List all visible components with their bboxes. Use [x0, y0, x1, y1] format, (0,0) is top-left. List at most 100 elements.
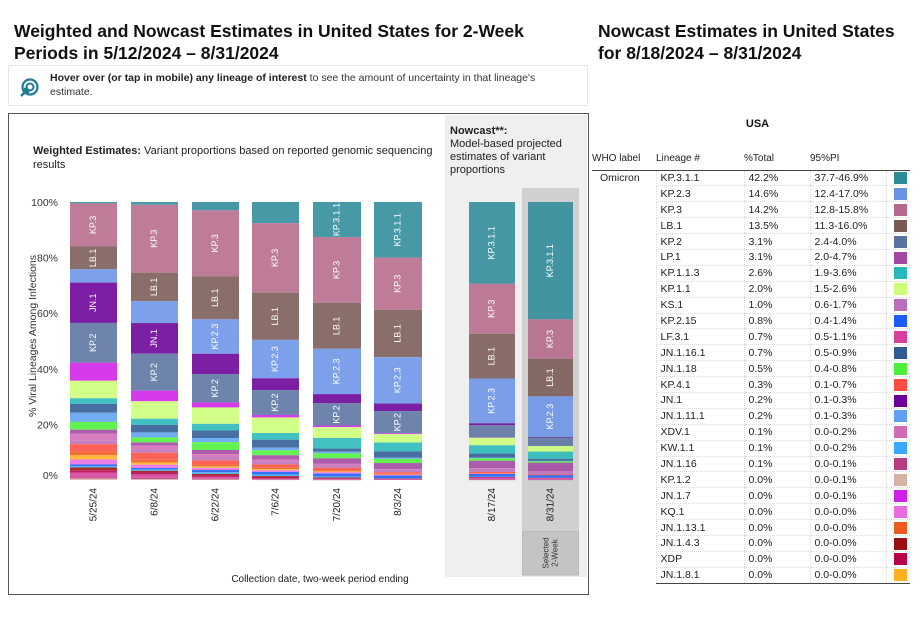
- table-row[interactable]: LP.1 3.1% 2.0-4.7%: [592, 249, 910, 266]
- bar-segment-jn-1-16[interactable]: JN.1.16 6/8/24: [131, 477, 178, 480]
- bar-segment-jn-1-7[interactable]: JN.1.7 6/22/24: [192, 402, 239, 408]
- bar-segment-jn-1-11-1[interactable]: JN.1.11.1 7/20/24: [313, 451, 361, 454]
- table-row[interactable]: KP.1.1 2.0% 1.5-2.6%: [592, 281, 910, 298]
- bar-segment-lp-1[interactable]: LP.1 6/8/24: [131, 442, 178, 446]
- bar-segment-ks-1[interactable]: KS.1 7/20/24: [313, 465, 361, 468]
- bar-segment-kw-1-1[interactable]: KW.1.1 5/25/24: [70, 466, 117, 468]
- bar-segment-ks-1[interactable]: KS.1 7/6/24: [252, 461, 299, 465]
- bar-segment-kp-2-3[interactable]: KP.2.3 5/25/24: [70, 269, 117, 283]
- bar-segment-kp-2[interactable]: KP.2 8/31/24: [528, 437, 573, 447]
- bar-segment-jn-1-11-1[interactable]: JN.1.11.1 8/17/24: [469, 457, 515, 459]
- bar-segment-jn-1-11-1[interactable]: JN.1.11.1 5/25/24: [70, 412, 117, 422]
- selected-2-week-button[interactable]: [522, 531, 579, 575]
- bar-segment-lp-1[interactable]: LP.1 8/31/24: [528, 462, 573, 472]
- bar-segment-xdv-1[interactable]: XDV.1 5/25/24: [70, 433, 117, 441]
- table-row[interactable]: XDV.1 0.1% 0.0-0.2%: [592, 424, 910, 441]
- bar-segment-jn-1-8-1[interactable]: JN.1.8.1 6/8/24: [131, 462, 178, 465]
- bar-segment-jn-1-16-1[interactable]: JN.1.16.1 5/25/24: [70, 403, 117, 413]
- bar-segment-jn-1-4-3[interactable]: JN.1.4.3 7/20/24: [313, 477, 361, 479]
- bar-segment-kp-2-15[interactable]: KP.2.15 8/17/24: [469, 474, 515, 477]
- bar-segment-lb-1[interactable]: LB.1 6/22/24: [192, 276, 239, 320]
- bar-segment-lf-3-1[interactable]: LF.3.1 7/6/24: [252, 478, 299, 480]
- bar-segment-kp-2[interactable]: KP.2 8/3/24: [374, 411, 422, 434]
- bar-segment-kp-1-1-3[interactable]: KP.1.1.3 7/20/24: [313, 438, 361, 449]
- bar-segment-kp-4-1[interactable]: KP.4.1 8/17/24: [469, 471, 515, 474]
- bar-segment-kp-2-3[interactable]: KP.2.3 8/3/24: [374, 357, 422, 404]
- bar-segment-jn-1-8-1[interactable]: JN.1.8.1 7/6/24: [252, 469, 299, 471]
- table-row[interactable]: KP.2 3.1% 2.4-4.0%: [592, 233, 910, 250]
- bar-segment-kw-1-1[interactable]: KW.1.1 8/3/24: [374, 478, 422, 479]
- bar-segment-kp-3[interactable]: KP.3 7/6/24: [252, 223, 299, 293]
- table-row[interactable]: KQ.1 0.0% 0.0-0.0%: [592, 503, 910, 521]
- bar-segment-ks-1[interactable]: KS.1 6/8/24: [131, 449, 178, 453]
- table-row[interactable]: JN.1.4.3 0.0% 0.0-0.0%: [592, 535, 910, 552]
- bar-segment-kp-2[interactable]: KP.2 6/8/24: [131, 353, 178, 391]
- bar-segment-kq-1[interactable]: KQ.1 7/20/24: [313, 472, 361, 474]
- bar-segment-kp-2-15[interactable]: KP.2.15 7/20/24: [313, 473, 361, 477]
- bar-segment-kp-3[interactable]: KP.3 8/3/24: [374, 257, 422, 310]
- bar-segment-kp-1-1-3[interactable]: KP.1.1.3 8/31/24: [528, 451, 573, 459]
- table-row[interactable]: JN.1.18 0.5% 0.4-0.8%: [592, 360, 910, 378]
- bar-segment-jn-1-18[interactable]: JN.1.18 8/3/24: [374, 458, 422, 464]
- bar-segment-jn-1-16-1[interactable]: JN.1.16.1 7/20/24: [313, 448, 361, 452]
- bar-segment-lp-1[interactable]: LP.1 7/20/24: [313, 458, 361, 464]
- bar-segment-kp-3-1-1[interactable]: KP.3.1.1 8/31/24: [528, 202, 573, 320]
- bar-segment-kp-4-1[interactable]: KP.4.1 6/22/24: [192, 460, 239, 465]
- bar-segment-jn-1-11-1[interactable]: JN.1.11.1 8/3/24: [374, 457, 422, 459]
- bar-segment-kp-2-3[interactable]: KP.2.3 7/6/24: [252, 339, 299, 379]
- bar-segment-kp-3-1-1[interactable]: KP.3.1.1 8/17/24: [469, 202, 515, 284]
- bar-segment-kp-2[interactable]: KP.2 6/22/24: [192, 374, 239, 403]
- bar-segment-kp-1-1[interactable]: KP.1.1 7/6/24: [252, 417, 299, 434]
- table-row[interactable]: JN.1.13.1 0.0% 0.0-0.0%: [592, 519, 910, 536]
- table-row[interactable]: KP.2.3 14.6% 12.4-17.0%: [592, 185, 910, 203]
- bar-segment-jn-1-16-1[interactable]: JN.1.16.1 8/17/24: [469, 453, 515, 458]
- bar-segment-jn-1-4-3[interactable]: JN.1.4.3 5/25/24: [70, 467, 117, 471]
- table-row[interactable]: JN.1.16.1 0.7% 0.5-0.9%: [592, 344, 910, 362]
- bar-segment-kq-1[interactable]: KQ.1 6/22/24: [192, 467, 239, 470]
- bar-segment-kp-1-1-3[interactable]: KP.1.1.3 6/22/24: [192, 423, 239, 431]
- bar-segment-jn-1-7[interactable]: JN.1.7 8/3/24: [374, 433, 422, 435]
- bar-segment-kw-1-1[interactable]: KW.1.1 7/6/24: [252, 474, 299, 477]
- bar-segment-kp-2-3[interactable]: KP.2.3 6/22/24: [192, 319, 239, 354]
- bar-segment-jn-1-18[interactable]: JN.1.18 6/8/24: [131, 437, 178, 443]
- bar-segment-kp-1-1-3[interactable]: KP.1.1.3 7/6/24: [252, 433, 299, 440]
- bar-segment-xdv-1[interactable]: XDV.1 8/17/24: [469, 468, 515, 469]
- table-row[interactable]: LB.1 13.5% 11.3-16.0%: [592, 217, 910, 235]
- table-row[interactable]: JN.1.7 0.0% 0.0-0.1%: [592, 487, 910, 505]
- bar-segment-kp-1-1[interactable]: KP.1.1 6/22/24: [192, 407, 239, 424]
- bar-segment-jn-1-7[interactable]: JN.1.7 6/8/24: [131, 390, 178, 402]
- bar-segment-lp-1[interactable]: LP.1 8/3/24: [374, 463, 422, 470]
- bar-segment-jn-1-8-1[interactable]: JN.1.8.1 5/25/24: [70, 455, 117, 460]
- table-row[interactable]: KW.1.1 0.1% 0.0-0.2%: [592, 440, 910, 457]
- bar-segment-ks-1[interactable]: KS.1 8/3/24: [374, 469, 422, 473]
- bar-segment-kp-2-3[interactable]: KP.2.3 7/20/24: [313, 348, 361, 395]
- bar-segment-xdv-1[interactable]: XDV.1 8/3/24: [374, 469, 422, 470]
- bar-segment-kp-2[interactable]: KP.2 7/20/24: [313, 403, 361, 426]
- table-row[interactable]: JN.1.8.1 0.0% 0.0-0.0%: [592, 567, 910, 584]
- bar-segment-kq-1[interactable]: KQ.1 6/8/24: [131, 464, 178, 469]
- bar-segment-jn-1[interactable]: JN.1 6/22/24: [192, 353, 239, 375]
- bar-segment-kp-3[interactable]: KP.3 6/22/24: [192, 210, 239, 277]
- bar-segment-jn-1-11-1[interactable]: JN.1.11.1 6/22/24: [192, 438, 239, 443]
- bar-segment-lb-1[interactable]: LB.1 8/17/24: [469, 333, 515, 379]
- bar-segment-kw-1-1[interactable]: KW.1.1 6/8/24: [131, 469, 178, 471]
- bar-segment-jn-1-18[interactable]: JN.1.18 5/25/24: [70, 421, 117, 430]
- bar-segment-jn-1-4-3[interactable]: JN.1.4.3 6/22/24: [192, 473, 239, 476]
- bar-segment-jn-1-16-1[interactable]: JN.1.16.1 7/6/24: [252, 439, 299, 448]
- bar-segment-lf-3-1[interactable]: LF.3.1 8/31/24: [528, 477, 573, 480]
- bar-segment-kp-3[interactable]: KP.3 7/20/24: [313, 237, 361, 303]
- bar-segment-ks-1[interactable]: KS.1 5/25/24: [70, 440, 117, 445]
- bar-segment-kp-1-1[interactable]: KP.1.1 8/31/24: [528, 446, 573, 452]
- bar-segment-kw-1-1[interactable]: KW.1.1 8/17/24: [469, 476, 515, 478]
- bar-segment-jn-1[interactable]: JN.1 8/3/24: [374, 403, 422, 412]
- bar-segment-jn-1-16-1[interactable]: JN.1.16.1 8/31/24: [528, 458, 573, 461]
- bar-segment-lf-3-1[interactable]: LF.3.1 8/17/24: [469, 477, 515, 480]
- bar-segment-lb-1[interactable]: LB.1 8/31/24: [528, 358, 573, 397]
- table-row[interactable]: KP.2.15 0.8% 0.4-1.4%: [592, 313, 910, 330]
- bar-segment-kp-2-15[interactable]: KP.2.15 5/25/24: [70, 464, 117, 467]
- bar-segment-kp-4-1[interactable]: KP.4.1 6/8/24: [131, 452, 178, 460]
- bar-segment-lf-3-1[interactable]: LF.3.1 5/25/24: [70, 472, 117, 478]
- bar-segment-kp-2-15[interactable]: KP.2.15 8/3/24: [374, 475, 422, 479]
- bar-segment-lp-1[interactable]: LP.1 8/17/24: [469, 460, 515, 469]
- bar-segment-kq-1[interactable]: KQ.1 7/6/24: [252, 470, 299, 472]
